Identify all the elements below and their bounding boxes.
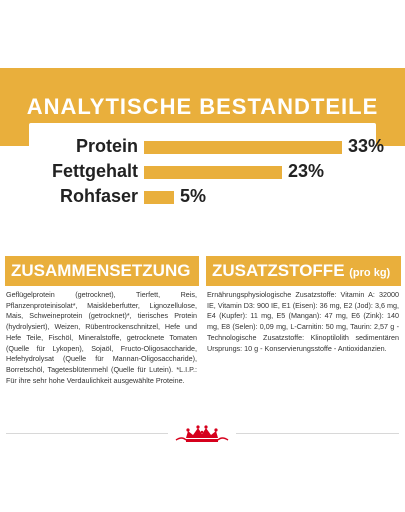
fiber-label: Rohfaser [59, 186, 138, 206]
fiber-bar [144, 191, 174, 204]
analysis-row-fat: Fettgehalt [29, 160, 138, 182]
composition-title: ZUSAMMENSETZUNG [11, 261, 191, 280]
divider-right [236, 433, 399, 434]
analysis-title: ANALYTISCHE BESTANDTEILE [26, 94, 379, 119]
analysis-row-fiber: Rohfaser [29, 185, 138, 207]
fat-bar [144, 166, 282, 179]
crown-logo-icon [175, 425, 229, 442]
additives-title: ZUSATZSTOFFE [212, 261, 345, 280]
additives-title-suffix: (pro kg) [349, 267, 391, 279]
protein-label: Protein [75, 136, 138, 156]
composition-text: Geflügelprotein (getrocknet), Tierfett, … [6, 290, 197, 385]
additives-heading: ZUSATZSTOFFE (pro kg) [206, 256, 401, 286]
protein-value: 33% [348, 136, 385, 156]
fat-value: 23% [288, 161, 325, 181]
additives-text: Ernährungsphysiologische Zusatzstoffe: V… [207, 290, 399, 353]
composition-heading: ZUSAMMENSETZUNG [5, 256, 199, 286]
analysis-row-protein: Protein [29, 135, 138, 157]
fiber-value: 5% [180, 186, 207, 206]
fat-label: Fettgehalt [51, 161, 138, 181]
protein-bar [144, 141, 342, 154]
divider-left [6, 433, 168, 434]
